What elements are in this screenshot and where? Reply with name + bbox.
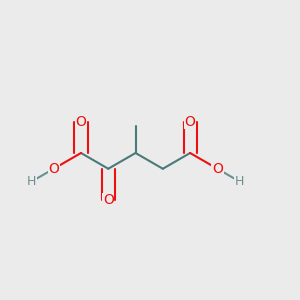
Text: H: H	[27, 175, 37, 188]
Text: O: O	[103, 193, 114, 207]
Text: O: O	[76, 115, 86, 128]
Text: O: O	[185, 115, 196, 128]
Text: O: O	[212, 162, 223, 176]
Text: H: H	[235, 175, 244, 188]
Text: O: O	[48, 162, 59, 176]
